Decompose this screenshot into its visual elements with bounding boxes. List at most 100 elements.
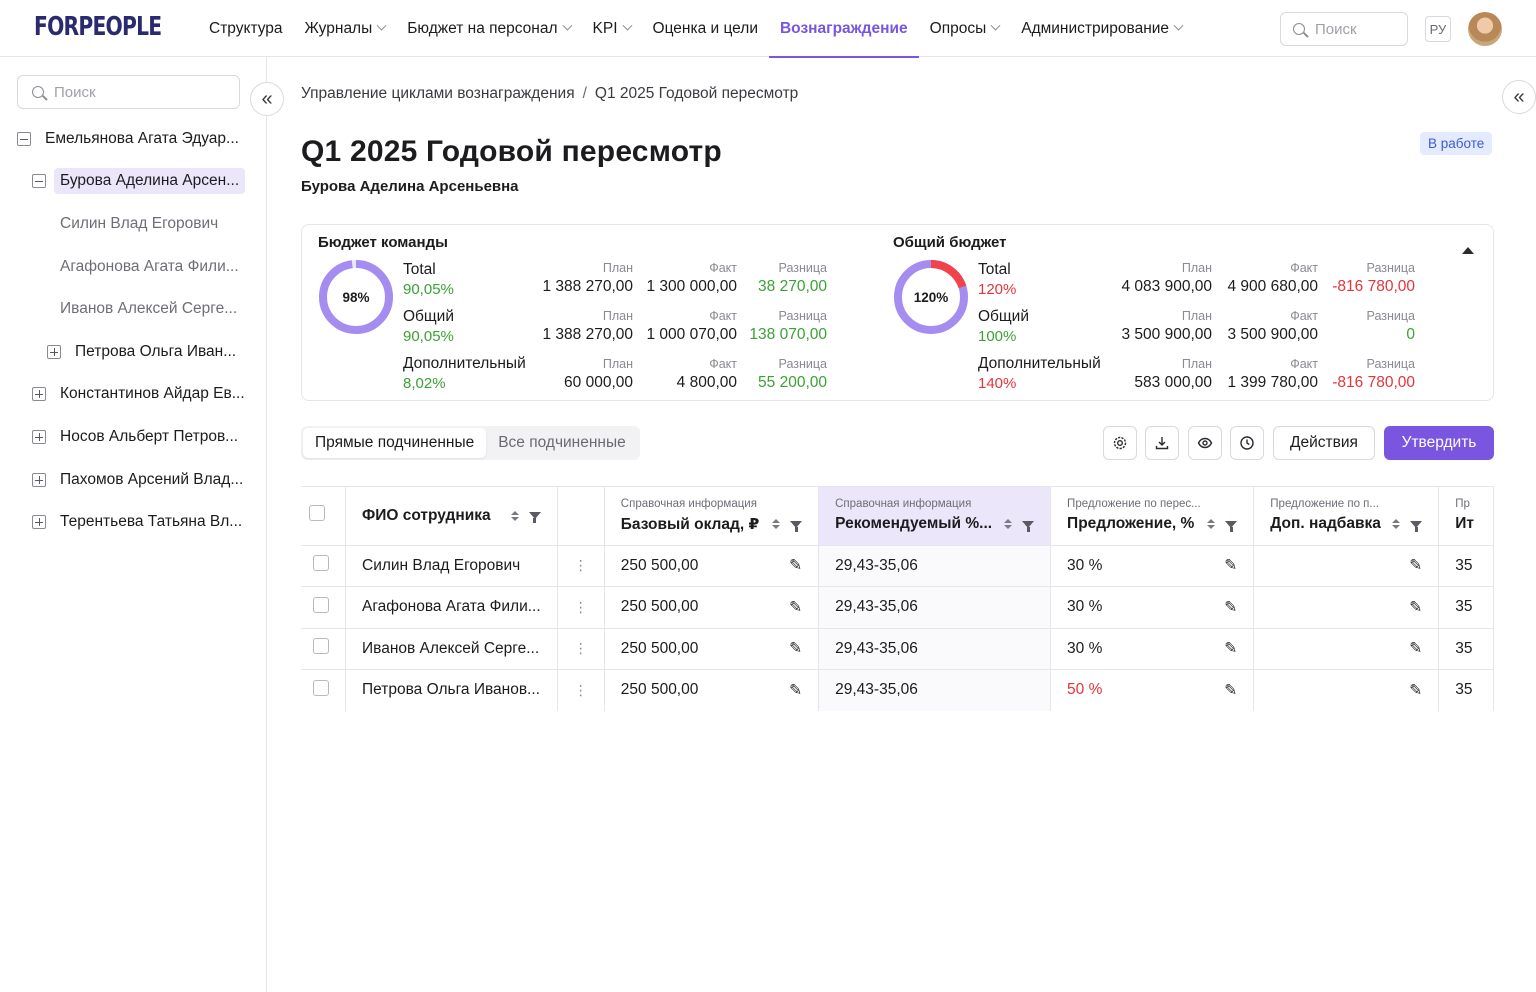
tree-item[interactable]: Силин Влад Егорович xyxy=(60,210,218,238)
column-header-bonus[interactable]: Предложение по п... Доп. надбавка xyxy=(1253,487,1440,546)
tree-item[interactable]: Агафонова Агата Фили... xyxy=(60,253,239,281)
column-header-total[interactable]: Пр Ит xyxy=(1438,487,1494,546)
language-switcher[interactable]: РУ xyxy=(1425,16,1451,42)
history-button[interactable] xyxy=(1230,426,1264,460)
expand-icon[interactable] xyxy=(32,515,46,529)
brand-logo[interactable]: FORPEOPLE xyxy=(34,12,162,42)
employee-name[interactable]: Силин Влад Егорович xyxy=(362,556,521,574)
approve-button[interactable]: Утвердить xyxy=(1384,426,1494,460)
edit-icon[interactable]: ✎ xyxy=(1409,640,1423,658)
row-checkbox[interactable] xyxy=(313,596,329,613)
nav-label: Опросы xyxy=(929,19,987,37)
fact-value: 1 399 780,00 xyxy=(1227,374,1318,391)
employee-name[interactable]: Иванов Алексей Серге... xyxy=(362,639,540,657)
select-all-header[interactable] xyxy=(301,487,346,546)
edit-icon[interactable]: ✎ xyxy=(1224,598,1238,616)
nav-item-surveys[interactable]: Опросы xyxy=(919,0,1011,57)
expand-icon[interactable] xyxy=(32,430,46,444)
actions-button[interactable]: Действия xyxy=(1273,426,1375,460)
table-row[interactable]: Иванов Алексей Серге... ⋮ 250 500,00 ✎ 29… xyxy=(301,628,1494,670)
column-header-base-salary[interactable]: Справочная информация Базовый оклад, ₽ xyxy=(604,487,820,546)
filter-icon[interactable] xyxy=(528,512,541,524)
filter-icon[interactable] xyxy=(1410,520,1423,532)
column-header-name[interactable]: ФИО сотрудника xyxy=(345,487,558,546)
sort-icon[interactable] xyxy=(510,510,519,521)
settings-button[interactable] xyxy=(1103,426,1137,460)
collapse-right-panel-button[interactable]: « xyxy=(1502,80,1536,114)
filter-icon[interactable] xyxy=(1022,520,1035,532)
column-header-offer[interactable]: Предложение по перес... Предложение, % xyxy=(1050,487,1255,546)
offer-value[interactable]: 30 % xyxy=(1067,639,1103,657)
row-menu-icon[interactable]: ⋮ xyxy=(557,586,605,629)
row-checkbox[interactable] xyxy=(313,679,329,696)
table-row[interactable]: Агафонова Агата Фили... ⋮ 250 500,00 ✎ 29… xyxy=(301,586,1494,629)
budget-row-pct: 140% xyxy=(978,375,1017,392)
expand-icon[interactable] xyxy=(32,473,46,487)
nav-item-personnel-budget[interactable]: Бюджет на персонал xyxy=(396,0,581,57)
employee-name[interactable]: Петрова Ольга Иванов... xyxy=(362,681,540,699)
nav-item-kpi[interactable]: KPI xyxy=(582,0,642,57)
sort-icon[interactable] xyxy=(1004,519,1013,530)
row-menu-icon[interactable]: ⋮ xyxy=(557,669,605,711)
budget-row-name: Общий xyxy=(403,308,455,325)
tree-item[interactable]: Емельянова Агата Эдуар... xyxy=(17,125,239,153)
filter-icon[interactable] xyxy=(790,520,803,532)
column-header-recommended[interactable]: Справочная информация Рекомендуемый %... xyxy=(818,487,1052,546)
edit-icon[interactable]: ✎ xyxy=(1224,640,1238,658)
tree-item-label: Емельянова Агата Эдуар... xyxy=(45,130,239,147)
download-button[interactable] xyxy=(1145,426,1179,460)
row-menu-icon[interactable]: ⋮ xyxy=(557,628,605,670)
visibility-button[interactable] xyxy=(1188,426,1222,460)
tree-item-selected[interactable]: Бурова Аделина Арсен... xyxy=(32,167,246,195)
edit-icon[interactable]: ✎ xyxy=(789,640,803,658)
tree-item[interactable]: Петрова Ольга Иван... xyxy=(47,338,236,366)
edit-icon[interactable]: ✎ xyxy=(789,557,803,575)
edit-icon[interactable]: ✎ xyxy=(1409,681,1423,699)
collapse-icon[interactable] xyxy=(32,174,46,188)
tab-all-subordinates[interactable]: Все подчиненные xyxy=(498,434,626,451)
offer-value[interactable]: 30 % xyxy=(1067,598,1103,616)
nav-item-journals[interactable]: Журналы xyxy=(294,0,397,57)
offer-value[interactable]: 50 % xyxy=(1067,681,1103,699)
breadcrumb-link[interactable]: Управление циклами вознаграждения xyxy=(301,85,575,102)
tree-item[interactable]: Носов Альберт Петров... xyxy=(32,423,238,451)
sidebar-search-input[interactable]: Поиск xyxy=(17,75,240,109)
global-search-input[interactable]: Поиск xyxy=(1280,12,1408,46)
edit-icon[interactable]: ✎ xyxy=(1224,557,1238,575)
edit-icon[interactable]: ✎ xyxy=(1409,557,1423,575)
edit-icon[interactable]: ✎ xyxy=(789,681,803,699)
select-all-checkbox[interactable] xyxy=(309,505,325,522)
nav-label: Оценка и цели xyxy=(652,19,758,37)
employee-name[interactable]: Агафонова Агата Фили... xyxy=(362,598,541,616)
row-checkbox[interactable] xyxy=(313,638,329,655)
tab-direct-subordinates[interactable]: Прямые подчиненные xyxy=(303,428,487,458)
budget-row-pct: 90,05% xyxy=(403,281,454,298)
nav-item-administration[interactable]: Администрирование xyxy=(1010,0,1193,57)
offer-value[interactable]: 30 % xyxy=(1067,556,1103,574)
table-row[interactable]: Силин Влад Егорович ⋮ 250 500,00 ✎ 29,43-… xyxy=(301,545,1494,587)
expand-icon[interactable] xyxy=(32,387,46,401)
edit-icon[interactable]: ✎ xyxy=(1409,598,1423,616)
nav-label: Структура xyxy=(209,19,283,37)
nav-item-rewards[interactable]: Вознаграждение xyxy=(768,0,919,58)
edit-icon[interactable]: ✎ xyxy=(789,598,803,616)
tree-item[interactable]: Пахомов Арсений Влад... xyxy=(32,466,243,494)
filter-icon[interactable] xyxy=(1225,520,1238,532)
nav-item-structure[interactable]: Структура xyxy=(198,0,294,57)
row-checkbox[interactable] xyxy=(313,555,329,572)
sort-icon[interactable] xyxy=(1392,519,1401,530)
table-row[interactable]: Петрова Ольга Иванов... ⋮ 250 500,00 ✎ 29… xyxy=(301,669,1494,711)
expand-icon[interactable] xyxy=(47,345,61,359)
sort-icon[interactable] xyxy=(772,519,781,530)
collapse-sidebar-button[interactable]: « xyxy=(250,82,284,116)
user-avatar[interactable] xyxy=(1468,12,1502,46)
tree-item[interactable]: Иванов Алексей Серге... xyxy=(60,295,237,323)
edit-icon[interactable]: ✎ xyxy=(1224,681,1238,699)
nav-item-assessment[interactable]: Оценка и цели xyxy=(642,0,769,57)
tree-item[interactable]: Терентьева Татьяна Вл... xyxy=(32,508,242,536)
collapse-card-icon[interactable] xyxy=(1462,247,1474,254)
collapse-icon[interactable] xyxy=(17,132,31,146)
tree-item[interactable]: Константинов Айдар Ев... xyxy=(32,380,245,408)
sort-icon[interactable] xyxy=(1207,519,1216,530)
row-menu-icon[interactable]: ⋮ xyxy=(557,545,605,587)
